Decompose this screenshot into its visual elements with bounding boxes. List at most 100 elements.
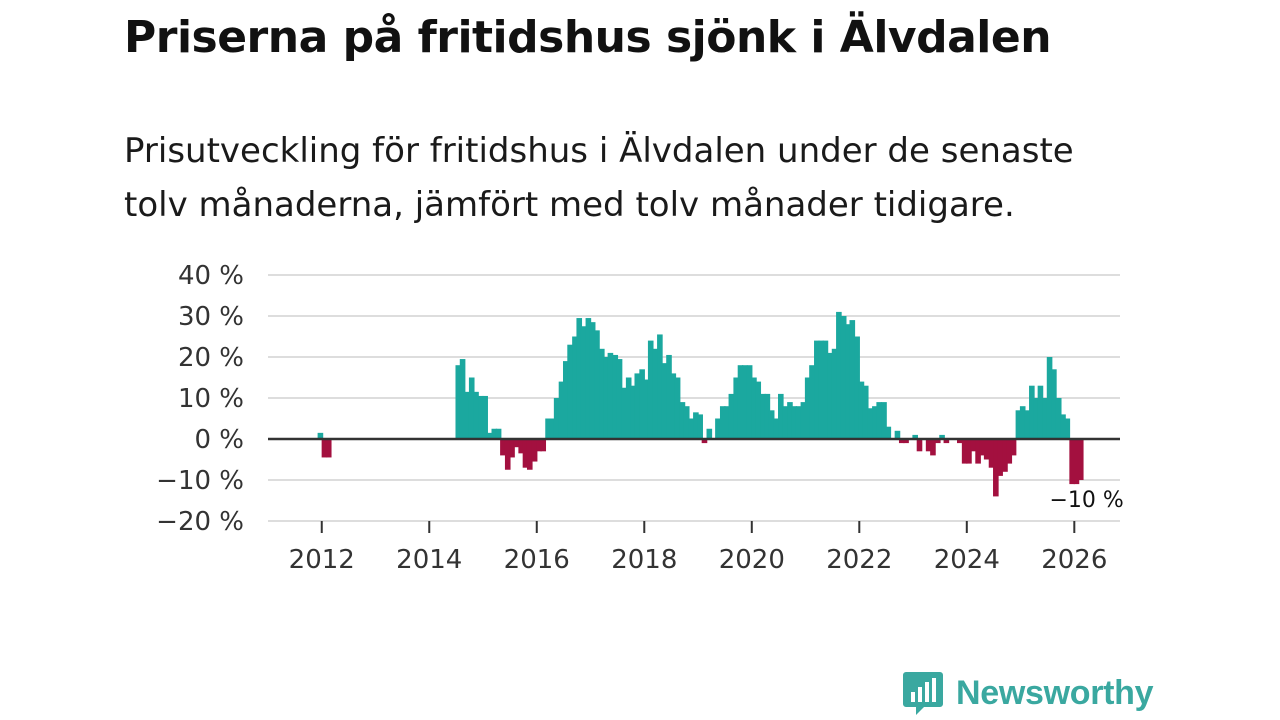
bar <box>768 410 775 439</box>
bar <box>867 408 874 439</box>
brand-name: Newsworthy <box>956 673 1154 712</box>
bar <box>715 418 721 439</box>
bar <box>988 439 995 468</box>
bar <box>549 418 556 439</box>
bar <box>468 377 475 439</box>
bar <box>764 393 771 439</box>
bar <box>594 330 600 439</box>
bar <box>778 393 784 439</box>
bar <box>1055 398 1062 439</box>
bar <box>572 336 578 439</box>
bar <box>317 432 324 439</box>
bar <box>997 439 1003 476</box>
x-tick-label: 2018 <box>611 545 677 575</box>
bar <box>916 439 923 452</box>
bar <box>473 391 479 439</box>
bar <box>795 406 802 439</box>
bar <box>885 426 892 439</box>
bar <box>706 428 713 439</box>
bar <box>500 439 506 456</box>
bar <box>491 428 498 439</box>
bar <box>1051 369 1057 439</box>
bar <box>755 381 762 439</box>
bar <box>486 432 493 439</box>
y-tick-label: −10 % <box>156 466 244 496</box>
bar <box>818 340 824 439</box>
bar <box>1010 439 1017 456</box>
bar <box>719 406 726 439</box>
bar <box>782 406 788 439</box>
x-tick-label: 2012 <box>289 545 355 575</box>
bar <box>1024 410 1030 439</box>
x-tick-label: 2024 <box>934 545 1000 575</box>
bar <box>553 398 560 439</box>
bar <box>724 406 730 439</box>
bar <box>809 365 815 439</box>
y-tick-label: 0 % <box>194 425 244 455</box>
x-tick-label: 2026 <box>1041 545 1107 575</box>
newsworthy-logo: Newsworthy <box>902 670 1154 716</box>
bar <box>621 387 627 439</box>
x-tick-label: 2014 <box>396 545 462 575</box>
bar <box>983 439 990 460</box>
bar <box>1002 439 1008 472</box>
y-tick-label: 20 % <box>178 343 244 373</box>
bar <box>993 439 999 497</box>
bar <box>531 439 538 462</box>
bar <box>862 385 869 439</box>
bar <box>540 439 547 452</box>
bar <box>1029 385 1035 439</box>
bar <box>751 377 757 439</box>
bar <box>701 439 708 444</box>
bar <box>464 391 471 439</box>
bar <box>746 365 753 439</box>
bar <box>666 354 672 439</box>
bar <box>1033 398 1039 439</box>
bar <box>509 439 515 458</box>
bar <box>580 326 587 439</box>
bar <box>674 377 681 439</box>
bar <box>679 402 686 439</box>
tick-labels: 40 % 30 % 20 % 10 % 0 % −10 % −20 % 2012 2014 201… <box>156 261 1124 575</box>
bar <box>455 365 462 439</box>
bar <box>1019 406 1026 439</box>
bar <box>943 439 950 444</box>
bar <box>1077 439 1084 480</box>
bar <box>787 402 793 439</box>
bar <box>854 336 860 439</box>
bar <box>858 381 865 439</box>
grid-lines <box>268 274 1120 522</box>
bar <box>504 439 511 470</box>
x-tick-label: 2020 <box>719 545 785 575</box>
bar <box>742 365 748 439</box>
bar <box>585 318 592 439</box>
bar <box>657 334 663 439</box>
bar <box>321 439 328 458</box>
bar <box>599 348 605 439</box>
bar <box>925 439 932 452</box>
bar <box>513 439 520 448</box>
bar <box>693 412 699 439</box>
bar <box>827 352 834 439</box>
bar <box>966 439 972 464</box>
bar <box>567 344 573 439</box>
bar <box>603 357 609 439</box>
axes <box>268 437 1120 533</box>
bar <box>957 439 963 444</box>
bar <box>1069 439 1075 485</box>
bar <box>728 393 735 439</box>
bar <box>939 434 945 439</box>
bar <box>975 439 981 464</box>
bar <box>478 395 484 439</box>
bar <box>791 406 798 439</box>
bar <box>970 439 977 452</box>
bar <box>831 348 838 439</box>
bar <box>661 363 667 439</box>
chart-subtitle: Prisutveckling för fritidshus i Älvdalen… <box>124 131 1074 225</box>
bar <box>849 320 856 439</box>
bar <box>558 381 565 439</box>
bar <box>688 418 694 439</box>
bar <box>697 414 703 439</box>
bar <box>576 318 583 439</box>
